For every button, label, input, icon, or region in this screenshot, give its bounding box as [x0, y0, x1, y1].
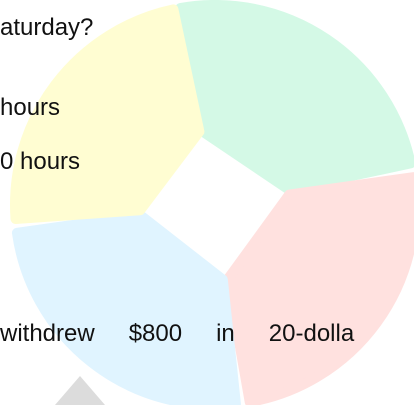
word: $800: [128, 320, 183, 347]
question-text: aturday?: [0, 14, 94, 41]
wheel-segment: [10, 4, 205, 224]
wheel-segment: [11, 210, 241, 405]
option-text: hours: [0, 94, 61, 121]
option-text: 0 hours: [0, 148, 81, 175]
wheel-segment: [175, 0, 414, 195]
pointer: [55, 376, 105, 405]
word: 20-dolla: [268, 320, 355, 347]
wheel-segment: [223, 172, 414, 405]
word: in: [216, 320, 235, 347]
word: withdrew: [0, 320, 95, 347]
question-text: withdrew $800 in 20-dolla: [0, 320, 354, 348]
